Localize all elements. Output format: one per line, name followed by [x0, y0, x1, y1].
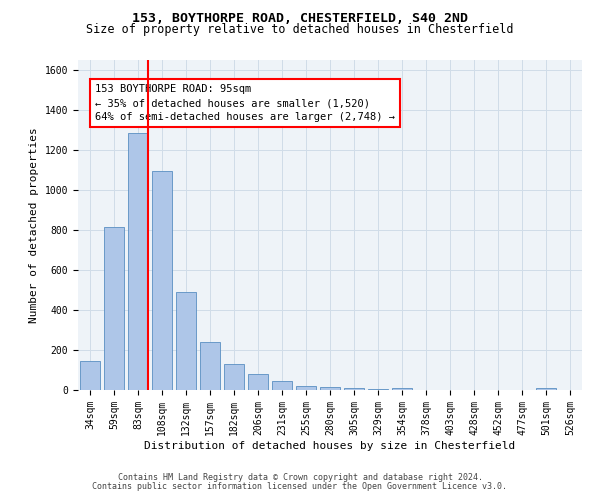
Bar	[176, 292, 196, 390]
Bar	[392, 388, 412, 390]
Bar	[320, 387, 340, 390]
Bar	[368, 389, 388, 390]
Bar	[104, 227, 124, 390]
Bar	[248, 374, 268, 390]
Bar	[296, 386, 316, 390]
Bar	[536, 388, 556, 390]
Text: Size of property relative to detached houses in Chesterfield: Size of property relative to detached ho…	[86, 22, 514, 36]
Text: Contains HM Land Registry data © Crown copyright and database right 2024.: Contains HM Land Registry data © Crown c…	[118, 472, 482, 482]
Text: 153, BOYTHORPE ROAD, CHESTERFIELD, S40 2ND: 153, BOYTHORPE ROAD, CHESTERFIELD, S40 2…	[132, 12, 468, 26]
X-axis label: Distribution of detached houses by size in Chesterfield: Distribution of detached houses by size …	[145, 440, 515, 450]
Bar	[80, 361, 100, 390]
Y-axis label: Number of detached properties: Number of detached properties	[29, 127, 39, 323]
Bar	[272, 381, 292, 390]
Bar	[344, 388, 364, 390]
Bar	[224, 364, 244, 390]
Text: 153 BOYTHORPE ROAD: 95sqm
← 35% of detached houses are smaller (1,520)
64% of se: 153 BOYTHORPE ROAD: 95sqm ← 35% of detac…	[95, 84, 395, 122]
Text: Contains public sector information licensed under the Open Government Licence v3: Contains public sector information licen…	[92, 482, 508, 491]
Bar	[128, 133, 148, 390]
Bar	[200, 342, 220, 390]
Bar	[152, 171, 172, 390]
